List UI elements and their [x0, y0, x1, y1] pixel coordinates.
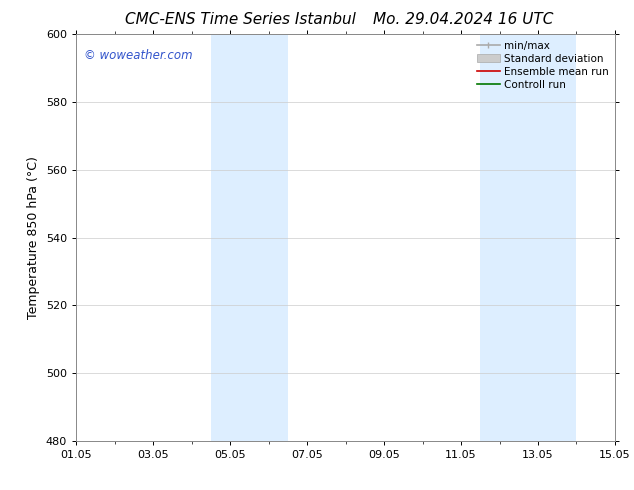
Legend: min/max, Standard deviation, Ensemble mean run, Controll run: min/max, Standard deviation, Ensemble me… [473, 36, 613, 94]
Text: © woweather.com: © woweather.com [84, 49, 193, 62]
Text: Mo. 29.04.2024 16 UTC: Mo. 29.04.2024 16 UTC [373, 12, 553, 27]
Bar [210, 34, 288, 441]
Y-axis label: Temperature 850 hPa (°C): Temperature 850 hPa (°C) [27, 156, 40, 319]
Bar [480, 34, 576, 441]
Text: CMC-ENS Time Series Istanbul: CMC-ENS Time Series Istanbul [126, 12, 356, 27]
